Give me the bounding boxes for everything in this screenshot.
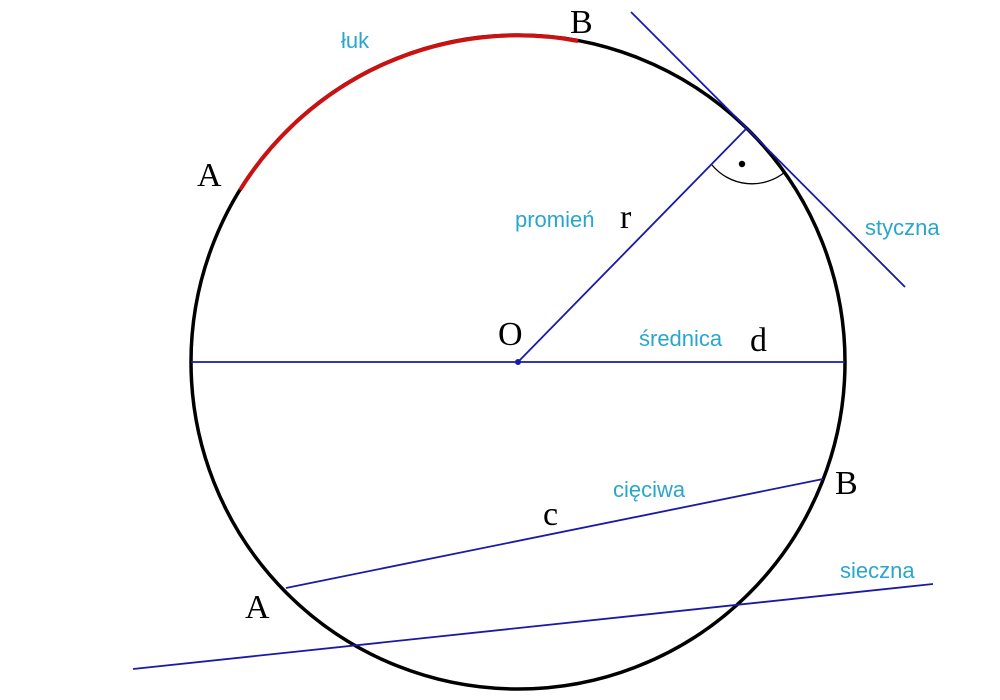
arc: [238, 33, 579, 192]
secant-line: [132, 583, 934, 670]
secant-name-label: sieczna: [840, 558, 915, 583]
arc-point-b-label: B: [570, 4, 593, 41]
right-angle-arc: [711, 164, 786, 185]
chord-symbol-label: c: [543, 496, 558, 533]
tangent-name-label: styczna: [865, 215, 940, 240]
radius-line: [517, 128, 747, 363]
chord-line: [285, 478, 824, 589]
diameter-name-label: średnica: [639, 326, 723, 351]
arc-name-label: łuk: [341, 28, 370, 53]
tangent-line: [630, 11, 906, 288]
chord-point-a-label: A: [245, 589, 270, 626]
chord-point-b-label: B: [835, 465, 858, 502]
arc-point-a-label: A: [197, 157, 222, 194]
radius-symbol-label: r: [620, 199, 632, 236]
radius-name-label: promień: [515, 207, 594, 232]
right-angle-dot: [738, 160, 746, 168]
chord-name-label: cięciwa: [613, 477, 686, 502]
diameter-symbol-label: d: [750, 322, 767, 359]
center-label: O: [498, 316, 523, 353]
center-point: [515, 359, 521, 365]
